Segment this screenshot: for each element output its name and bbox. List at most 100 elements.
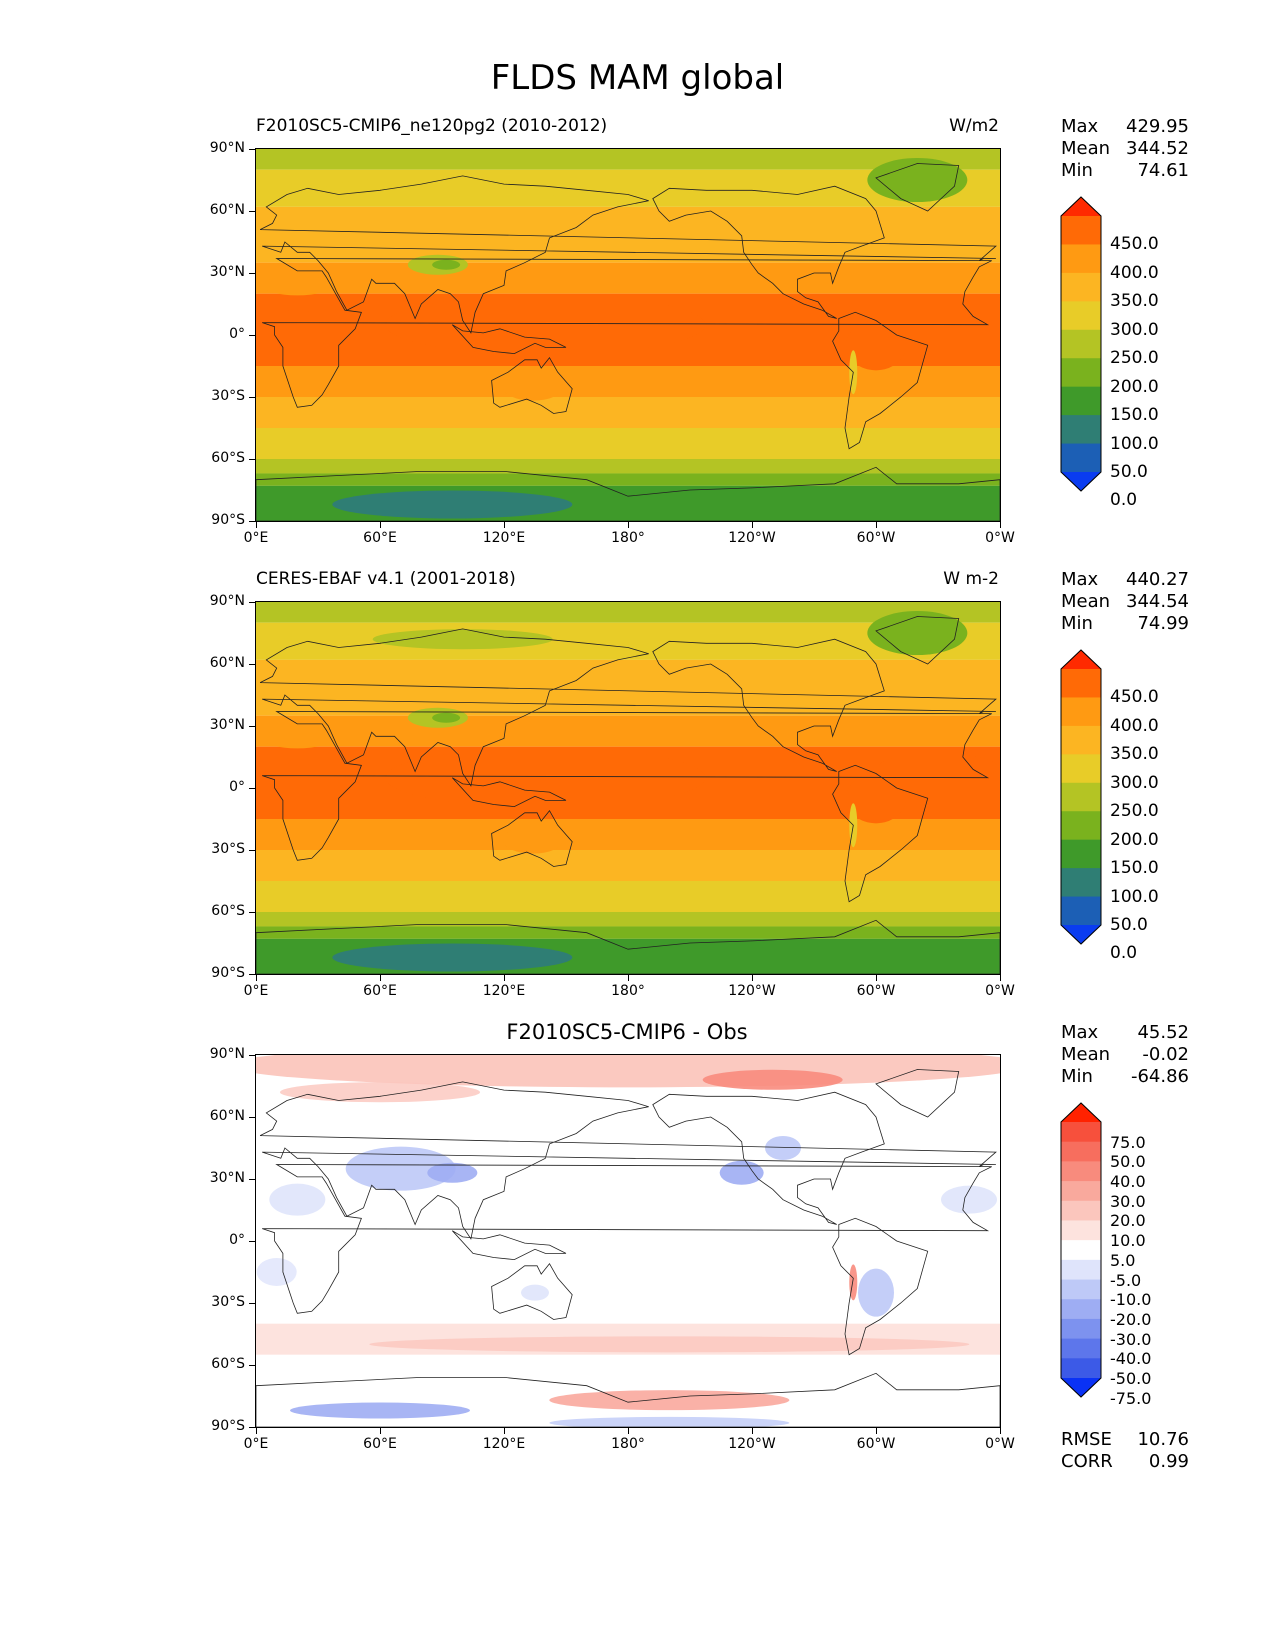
- lon-tick-label: 120°W: [728, 983, 776, 999]
- stat-value: -0.02: [1142, 1044, 1189, 1065]
- lon-tick-mark: [628, 522, 629, 528]
- stat-row: Max 440.27: [1061, 569, 1189, 591]
- stat-row: Min -64.86: [1061, 1066, 1189, 1088]
- lat-tick-mark: [249, 211, 255, 212]
- lon-tick-label: 0°E: [243, 530, 269, 546]
- lat-tick-mark: [249, 273, 255, 274]
- colorbar-label: 100.0: [1110, 433, 1159, 454]
- colorbar-label: -50.0: [1110, 1369, 1152, 1388]
- lon-tick-mark: [380, 975, 381, 981]
- lat-tick-label: 90°S: [211, 512, 245, 528]
- map-diff: [255, 1054, 1001, 1428]
- colorbar-label: 150.0: [1110, 405, 1159, 426]
- colorbar-label: 300.0: [1110, 772, 1159, 793]
- lat-tick-mark: [249, 1179, 255, 1180]
- panel-units: W/m2: [949, 116, 999, 136]
- stat-label: Mean: [1061, 1044, 1111, 1065]
- lat-tick-mark: [249, 397, 255, 398]
- lon-tick-label: 120°E: [482, 983, 526, 999]
- colorbar-label: 250.0: [1110, 348, 1159, 369]
- stat-value: 440.27: [1126, 569, 1189, 590]
- colorbar-label: 50.0: [1110, 1152, 1146, 1172]
- lat-tick-mark: [249, 664, 255, 665]
- rmse-value: 10.76: [1137, 1429, 1189, 1450]
- lat-tick-label: 30°N: [209, 1170, 245, 1186]
- stat-label: Min: [1061, 160, 1093, 181]
- lat-tick-mark: [249, 1427, 255, 1428]
- colorbar-label: -5.0: [1110, 1270, 1142, 1290]
- stat-value: 45.52: [1137, 1022, 1189, 1043]
- colorbar-label: 300.0: [1110, 319, 1159, 340]
- stats-box: Max 45.52 Mean -0.02 Min -64.86: [1061, 1022, 1189, 1088]
- lon-tick-label: 120°W: [728, 1436, 776, 1452]
- stat-value: -64.86: [1130, 1066, 1189, 1087]
- stats-box: Max 440.27 Mean 344.54 Min 74.99: [1061, 569, 1189, 635]
- colorbar-label: 350.0: [1110, 291, 1159, 312]
- lon-tick-mark: [876, 522, 877, 528]
- lat-tick-mark: [249, 1241, 255, 1242]
- stat-label: Mean: [1061, 591, 1111, 612]
- corr-label: CORR: [1061, 1451, 1113, 1472]
- lon-tick-mark: [628, 975, 629, 981]
- lat-tick-label: 30°N: [209, 264, 245, 280]
- colorbar-label: 20.0: [1110, 1211, 1146, 1231]
- colorbar-label: 400.0: [1110, 262, 1159, 283]
- colorbar-label: 30.0: [1110, 1191, 1146, 1211]
- lon-tick-label: 60°W: [856, 530, 896, 546]
- lon-tick-label: 0°E: [243, 983, 269, 999]
- lon-tick-label: 0°E: [243, 1436, 269, 1452]
- lon-tick-label: 0°W: [985, 1436, 1015, 1452]
- lon-tick-mark: [504, 1428, 505, 1434]
- lat-tick-label: 60°S: [211, 1356, 245, 1372]
- lon-tick-mark: [1000, 522, 1001, 528]
- stat-label: Max: [1061, 569, 1099, 590]
- stat-label: Mean: [1061, 138, 1111, 159]
- lon-tick-mark: [504, 975, 505, 981]
- lat-tick-mark: [249, 912, 255, 913]
- colorbar-label: 100.0: [1110, 886, 1159, 907]
- lon-tick-label: 60°E: [363, 530, 397, 546]
- lon-tick-label: 180°: [611, 530, 645, 546]
- lat-tick-label: 30°S: [211, 388, 245, 404]
- lat-tick-mark: [249, 788, 255, 789]
- lon-tick-label: 60°W: [856, 983, 896, 999]
- lat-tick-mark: [249, 974, 255, 975]
- stat-value: 74.61: [1137, 160, 1189, 181]
- panel-units: W m-2: [943, 569, 999, 589]
- colorbar-label: 40.0: [1110, 1172, 1146, 1192]
- lat-tick-mark: [249, 726, 255, 727]
- colorbar-label: 250.0: [1110, 801, 1159, 822]
- colorbar-label: 150.0: [1110, 858, 1159, 879]
- stat-value: 344.54: [1126, 591, 1189, 612]
- colorbar-label: 0.0: [1110, 490, 1138, 511]
- lat-tick-label: 60°N: [209, 655, 245, 671]
- lon-tick-mark: [256, 975, 257, 981]
- lat-tick-label: 30°N: [209, 717, 245, 733]
- lat-tick-mark: [249, 1055, 255, 1056]
- stat-value: 344.52: [1126, 138, 1189, 159]
- panel-left-title: CERES-EBAF v4.1 (2001-2018): [256, 569, 516, 589]
- lon-tick-mark: [752, 1428, 753, 1434]
- lat-tick-label: 90°N: [209, 593, 245, 609]
- lat-tick-mark: [249, 149, 255, 150]
- lat-tick-label: 60°N: [209, 1108, 245, 1124]
- stat-row: Min 74.61: [1061, 160, 1189, 182]
- lon-tick-mark: [504, 522, 505, 528]
- corr-row: CORR 0.99: [1061, 1451, 1189, 1473]
- lat-tick-label: 0°: [229, 326, 245, 342]
- colorbar: [1060, 196, 1102, 492]
- colorbar-label: 400.0: [1110, 715, 1159, 736]
- corr-value: 0.99: [1148, 1451, 1189, 1472]
- lon-tick-mark: [752, 975, 753, 981]
- lon-tick-label: 120°E: [482, 1436, 526, 1452]
- lat-tick-mark: [249, 1303, 255, 1304]
- lon-tick-mark: [1000, 1428, 1001, 1434]
- lat-tick-label: 30°S: [211, 841, 245, 857]
- lat-tick-label: 90°N: [209, 140, 245, 156]
- lon-tick-label: 120°W: [728, 530, 776, 546]
- lat-tick-label: 90°S: [211, 1418, 245, 1434]
- colorbar-label: -20.0: [1110, 1309, 1152, 1329]
- lon-tick-label: 60°E: [363, 983, 397, 999]
- lat-tick-mark: [249, 335, 255, 336]
- lat-tick-label: 90°S: [211, 965, 245, 981]
